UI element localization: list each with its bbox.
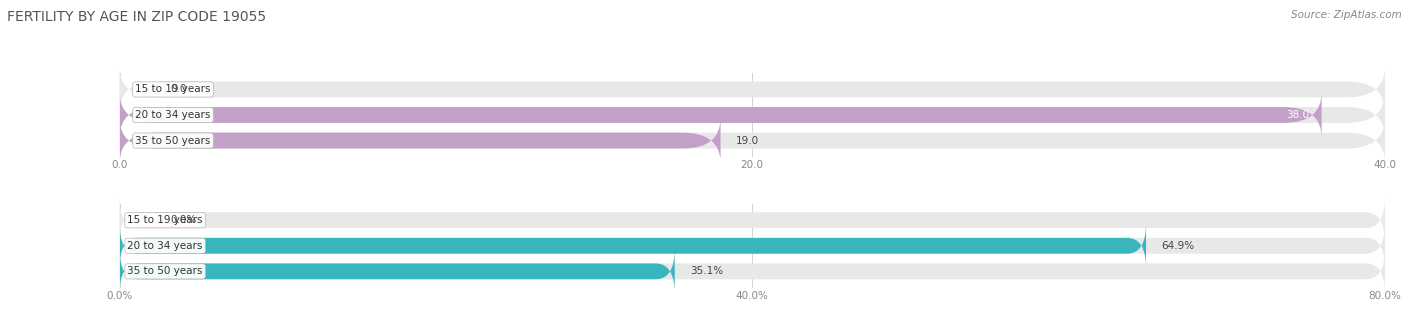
Text: 35.1%: 35.1% bbox=[690, 266, 723, 276]
FancyBboxPatch shape bbox=[120, 92, 1322, 138]
Text: 35 to 50 years: 35 to 50 years bbox=[128, 266, 202, 276]
FancyBboxPatch shape bbox=[120, 249, 675, 294]
Text: 38.0: 38.0 bbox=[1286, 110, 1309, 120]
Text: 64.9%: 64.9% bbox=[1161, 241, 1194, 251]
Text: 35 to 50 years: 35 to 50 years bbox=[135, 136, 211, 146]
Text: Source: ZipAtlas.com: Source: ZipAtlas.com bbox=[1291, 10, 1402, 20]
FancyBboxPatch shape bbox=[120, 223, 1146, 268]
Text: 15 to 19 years: 15 to 19 years bbox=[128, 215, 202, 225]
FancyBboxPatch shape bbox=[120, 118, 1385, 163]
FancyBboxPatch shape bbox=[120, 118, 721, 163]
FancyBboxPatch shape bbox=[120, 92, 1385, 138]
Text: 0.0%: 0.0% bbox=[170, 215, 197, 225]
Text: 20 to 34 years: 20 to 34 years bbox=[128, 241, 202, 251]
Text: 0.0: 0.0 bbox=[170, 84, 187, 94]
FancyBboxPatch shape bbox=[120, 223, 1385, 268]
FancyBboxPatch shape bbox=[120, 249, 1385, 294]
Text: 19.0: 19.0 bbox=[735, 136, 759, 146]
FancyBboxPatch shape bbox=[120, 67, 1385, 112]
Text: FERTILITY BY AGE IN ZIP CODE 19055: FERTILITY BY AGE IN ZIP CODE 19055 bbox=[7, 10, 266, 24]
Text: 20 to 34 years: 20 to 34 years bbox=[135, 110, 211, 120]
FancyBboxPatch shape bbox=[120, 198, 1385, 243]
Text: 15 to 19 years: 15 to 19 years bbox=[135, 84, 211, 94]
